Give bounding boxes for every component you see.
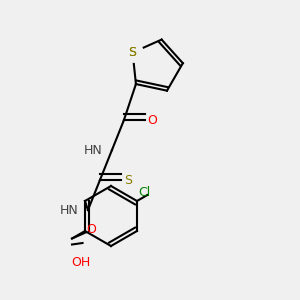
Text: OH: OH xyxy=(71,256,91,269)
Text: S: S xyxy=(129,46,136,59)
Text: S: S xyxy=(124,174,132,187)
Text: O: O xyxy=(87,223,97,236)
Text: HN: HN xyxy=(84,144,103,157)
Text: HN: HN xyxy=(60,204,79,217)
Text: Cl: Cl xyxy=(138,185,151,199)
Text: O: O xyxy=(148,114,158,127)
Text: S: S xyxy=(129,46,136,59)
